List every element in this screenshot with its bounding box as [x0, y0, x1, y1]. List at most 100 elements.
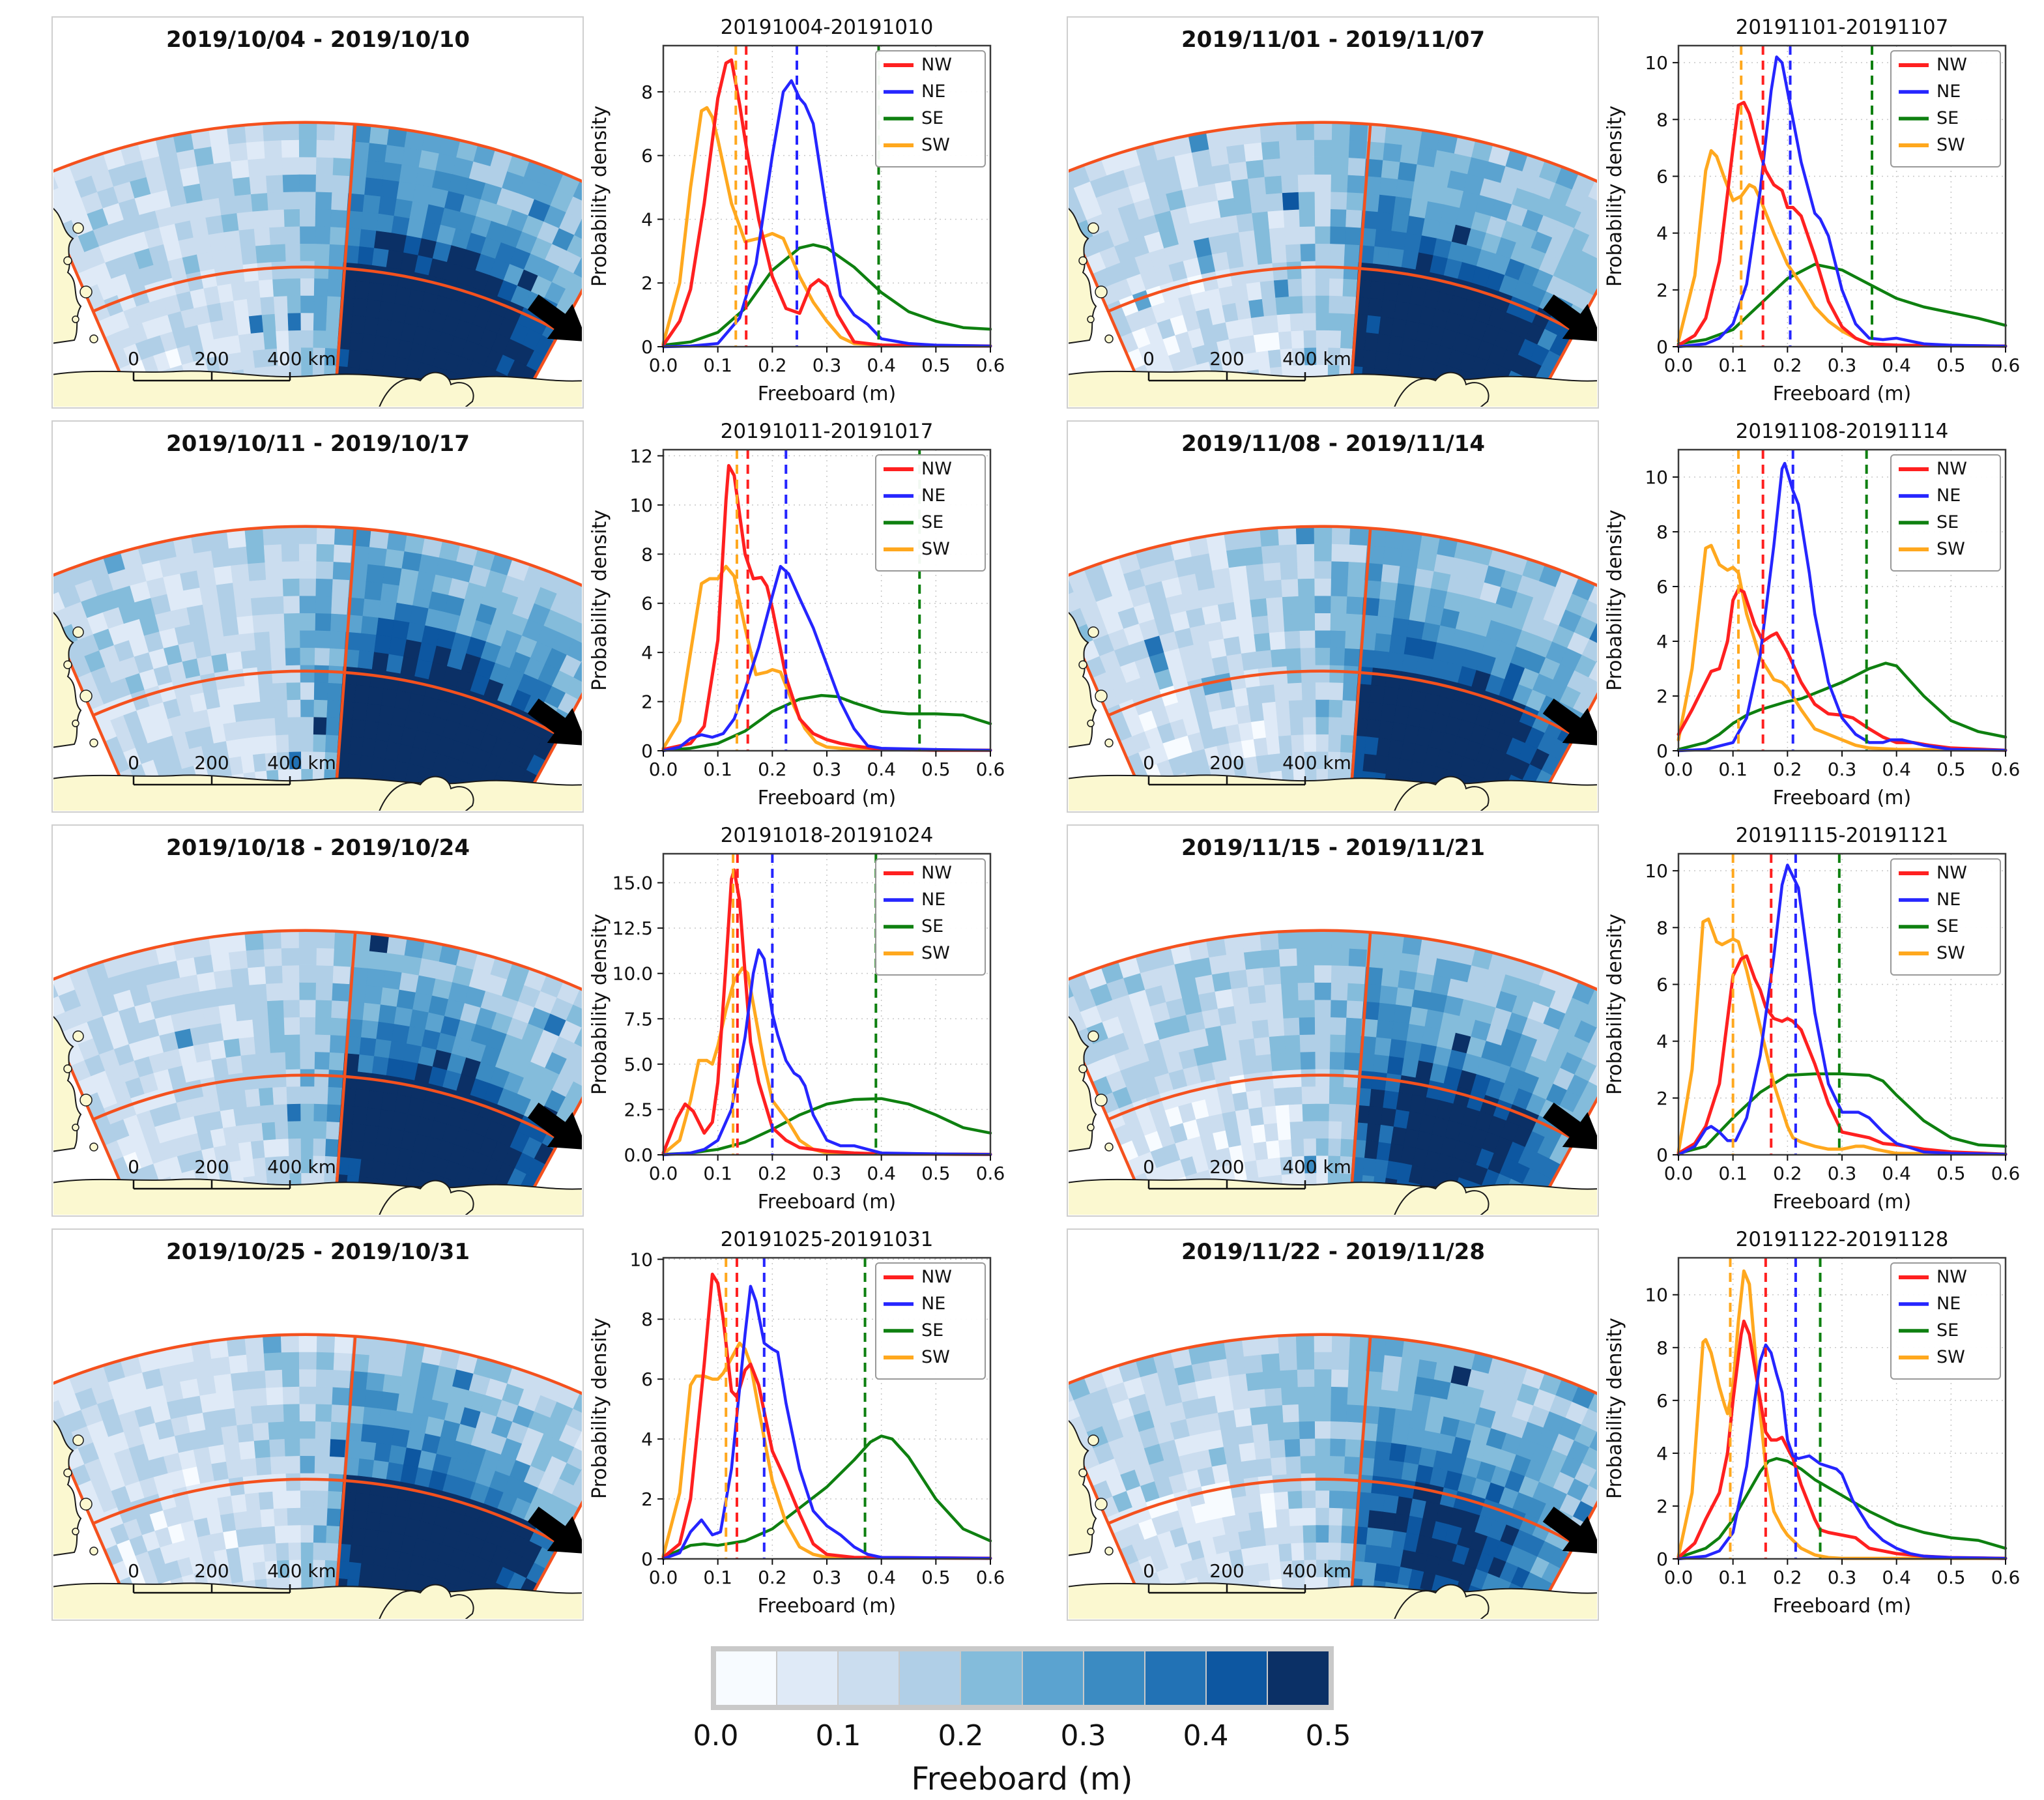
svg-text:0.3: 0.3 [1828, 355, 1857, 376]
svg-text:0: 0 [128, 752, 139, 774]
island [1104, 738, 1114, 748]
svg-text:0: 0 [128, 348, 139, 370]
svg-text:0.2: 0.2 [758, 355, 787, 376]
scale-bar: 0 200 400 km [1143, 752, 1351, 786]
legend-label-SE: SE [1936, 1320, 1959, 1341]
scale-bar: 0 200 400 km [128, 752, 336, 786]
pdf-curve-NE [661, 79, 992, 349]
pdf-curve-NW [661, 464, 992, 752]
legend-label-SW: SW [921, 539, 950, 559]
pdf-curve-SE [1677, 661, 2008, 751]
pdf-curve-SE [661, 1434, 992, 1559]
svg-text:0.0: 0.0 [649, 1567, 678, 1588]
svg-text:4: 4 [1656, 223, 1668, 244]
svg-text:0: 0 [641, 1548, 653, 1570]
outflow-arrow-icon [527, 1102, 582, 1150]
island [1104, 1142, 1114, 1152]
y-axis-label: Probability density [588, 914, 611, 1095]
svg-text:400 km: 400 km [1282, 752, 1351, 774]
svg-text:10: 10 [629, 495, 653, 516]
colorbar-tick: 0.1 [815, 1719, 861, 1752]
legend-label-NW: NW [921, 55, 952, 75]
legend-label-SW: SW [1936, 1347, 1965, 1367]
map-cell: 0 200 400 km 2019/11/22 - 2019/11/28 [1028, 1224, 1602, 1631]
pdf-curve-SE [661, 1097, 992, 1156]
pdf-cell: 0.0 0.1 0.2 0.3 0.4 0.5 0.6 0 2 4 6 8 NW NE SE SW 201910… [586, 12, 1016, 418]
island [1087, 1124, 1095, 1131]
legend-label-NE: NE [921, 1294, 945, 1314]
legend-label-SW: SW [921, 1347, 950, 1367]
svg-text:4: 4 [641, 642, 653, 663]
svg-text:0.6: 0.6 [1991, 1163, 2021, 1184]
legend-label-SE: SE [921, 512, 943, 532]
region-divider [1348, 1336, 1372, 1613]
svg-text:8: 8 [1656, 521, 1668, 543]
y-axis-label: Probability density [588, 1318, 611, 1499]
svg-text:400 km: 400 km [1282, 1156, 1351, 1178]
land-mass [53, 774, 582, 811]
island [72, 315, 79, 323]
pdf-curve-SW [1677, 544, 2008, 752]
outflow-arrow-icon [1542, 698, 1597, 746]
svg-text:200: 200 [194, 1560, 229, 1582]
svg-text:400 km: 400 km [267, 348, 336, 370]
scale-bar: 0 200 400 km [1143, 348, 1351, 382]
colorbar-tick: 0.4 [1183, 1719, 1229, 1752]
island [1087, 1434, 1099, 1446]
region-mid-arc [92, 669, 561, 737]
pdf-curve-SE [661, 693, 992, 752]
legend-label-SW: SW [1936, 943, 1965, 963]
island [1104, 334, 1114, 343]
svg-text:200: 200 [194, 348, 229, 370]
svg-text:0.3: 0.3 [813, 1163, 842, 1184]
panel-row: 0 200 400 km 2019/10/25 - 2019/10/31 0.0 0.1 0… [0, 1224, 2044, 1628]
map-cell: 0 200 400 km 2019/10/25 - 2019/10/31 [13, 1224, 586, 1631]
island [63, 256, 72, 265]
pdf-chart-panel: 0.0 0.1 0.2 0.3 0.4 0.5 0.6 0 2 4 6 8 10 12 NW NE SE SW 20… [588, 420, 1005, 809]
svg-text:0: 0 [1143, 1156, 1155, 1178]
island [63, 1468, 72, 1477]
legend: NW NE SE SW [1890, 50, 2001, 167]
svg-text:10: 10 [1645, 52, 1668, 74]
outflow-arrow-icon [1542, 1506, 1597, 1554]
region-mid-arc [1107, 265, 1576, 333]
legend-label-NW: NW [1936, 55, 1967, 75]
pdf-cell: 0.0 0.1 0.2 0.3 0.4 0.5 0.6 0 2 4 6 8 10 12 NW NE SE SW 20… [586, 416, 1016, 822]
legend-label-SE: SE [1936, 512, 1959, 532]
x-axis-label: Freeboard (m) [758, 787, 896, 809]
legend-label-NE: NE [921, 890, 945, 910]
svg-text:0: 0 [1656, 336, 1668, 358]
svg-text:200: 200 [194, 752, 229, 774]
legend-label-NE: NE [921, 81, 945, 102]
svg-text:200: 200 [194, 1156, 229, 1178]
outflow-arrow-icon [527, 294, 582, 342]
legend-label-NE: NE [1936, 486, 1961, 506]
svg-text:200: 200 [1209, 348, 1244, 370]
y-axis-label: Probability density [588, 510, 611, 691]
svg-text:0.3: 0.3 [813, 355, 842, 376]
island [1104, 1546, 1114, 1556]
land-mass [1069, 774, 1597, 811]
region-mid-arc [92, 1073, 561, 1141]
y-axis-label: Probability density [1604, 914, 1626, 1095]
colorbar-frame [710, 1646, 1334, 1710]
colorbar-cell [900, 1651, 960, 1705]
svg-text:15.0: 15.0 [612, 873, 653, 894]
pdf-cell: 0.0 0.1 0.2 0.3 0.4 0.5 0.6 0 2 4 6 8 10 NW NE SE SW 2019… [1602, 820, 2032, 1227]
svg-text:0.5: 0.5 [1936, 355, 1966, 376]
pdf-curve-SW [1677, 917, 2008, 1156]
island [1078, 660, 1087, 669]
svg-text:10: 10 [629, 1249, 653, 1270]
island [72, 719, 79, 727]
svg-text:0.5: 0.5 [1936, 759, 1966, 780]
svg-text:10.0: 10.0 [612, 963, 653, 985]
svg-text:0.0: 0.0 [649, 355, 678, 376]
land-mass [1069, 1582, 1597, 1619]
map-title: 2019/10/04 - 2019/10/10 [166, 27, 470, 53]
map-cell: 0 200 400 km 2019/11/01 - 2019/11/07 [1028, 12, 1602, 418]
svg-text:400 km: 400 km [267, 1560, 336, 1582]
x-axis-label: Freeboard (m) [758, 383, 896, 405]
svg-text:0.4: 0.4 [1882, 355, 1911, 376]
pdf-curve-SW [661, 564, 992, 752]
outflow-arrow-icon [527, 1506, 582, 1554]
